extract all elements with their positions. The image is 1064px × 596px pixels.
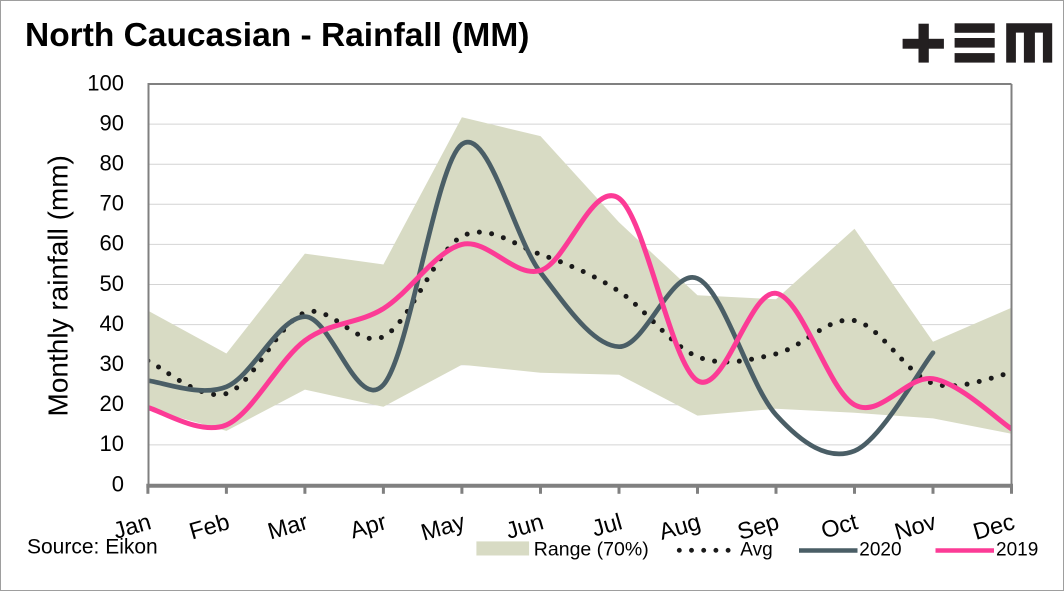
svg-text:90: 90: [100, 110, 124, 135]
svg-text:Avg: Avg: [740, 540, 772, 561]
svg-text:20: 20: [100, 391, 124, 416]
svg-text:2019: 2019: [996, 540, 1038, 561]
svg-text:0: 0: [112, 471, 124, 496]
svg-text:80: 80: [100, 151, 124, 176]
svg-text:50: 50: [100, 271, 124, 296]
svg-text:30: 30: [100, 351, 124, 376]
svg-text:Source: Eikon: Source: Eikon: [27, 536, 158, 559]
svg-text:40: 40: [100, 311, 124, 336]
svg-text:60: 60: [100, 231, 124, 256]
svg-text:Monthly rainfall (mm): Monthly rainfall (mm): [43, 155, 74, 416]
svg-text:100: 100: [87, 70, 124, 95]
svg-text:2020: 2020: [859, 540, 901, 561]
svg-text:Range (70%): Range (70%): [534, 539, 649, 561]
svg-text:70: 70: [100, 191, 124, 216]
svg-text:North Caucasian - Rainfall (MM: North Caucasian - Rainfall (MM): [25, 17, 529, 54]
svg-text:10: 10: [100, 431, 124, 456]
